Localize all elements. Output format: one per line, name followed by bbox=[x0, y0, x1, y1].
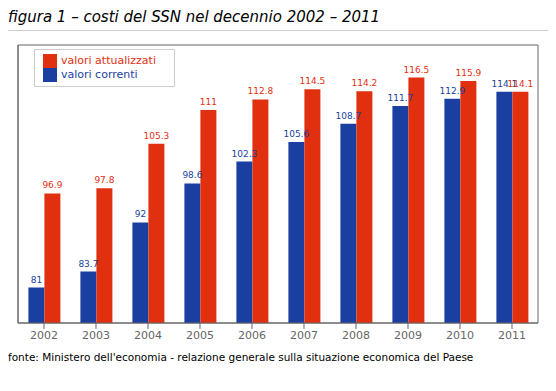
svg-text:2002: 2002 bbox=[30, 329, 58, 342]
html-text:fonte: Ministero dell'economia: fonte: Ministero dell'economia - relazio… bbox=[8, 351, 474, 363]
svg-text:105.6: 105.6 bbox=[284, 129, 310, 139]
svg-text:114.1: 114.1 bbox=[491, 78, 518, 89]
svg-text:108.7: 108.7 bbox=[336, 111, 362, 121]
svg-text:2010: 2010 bbox=[446, 329, 474, 342]
svg-text:114.5: 114.5 bbox=[300, 76, 326, 86]
svg-text:2009: 2009 bbox=[394, 329, 422, 342]
svg-text:92: 92 bbox=[135, 209, 146, 219]
svg-text:114.2: 114.2 bbox=[352, 78, 378, 88]
svg-text:114.1: 114.1 bbox=[508, 79, 534, 89]
html-text:valori attualizzati: valori attualizzati bbox=[61, 54, 156, 67]
svg-text:96.9: 96.9 bbox=[42, 180, 62, 190]
svg-text:2011: 2011 bbox=[498, 329, 526, 342]
svg-text:2006: 2006 bbox=[238, 329, 266, 342]
svg-text:2008: 2008 bbox=[342, 329, 370, 342]
svg-text:98.6: 98.6 bbox=[182, 170, 202, 180]
svg-text:81: 81 bbox=[31, 275, 42, 285]
svg-text:2003: 2003 bbox=[82, 329, 110, 342]
svg-text:111: 111 bbox=[200, 97, 217, 107]
svg-text:112.9: 112.9 bbox=[440, 86, 466, 96]
html-text:valori correnti: valori correnti bbox=[61, 68, 138, 81]
svg-text:116.5: 116.5 bbox=[404, 65, 430, 75]
svg-text:2004: 2004 bbox=[134, 329, 162, 342]
html-text:figura 1 – costi del SSN nel d: figura 1 – costi del SSN nel decennio 20… bbox=[8, 8, 381, 26]
svg-text:102.3: 102.3 bbox=[232, 149, 258, 159]
svg-text:105.3: 105.3 bbox=[144, 131, 170, 141]
svg-text:83.7: 83.7 bbox=[78, 259, 98, 269]
svg-text:97.8: 97.8 bbox=[94, 175, 114, 185]
svg-text:111.7: 111.7 bbox=[388, 93, 414, 103]
svg-text:2005: 2005 bbox=[186, 329, 214, 342]
svg-text:2007: 2007 bbox=[290, 329, 318, 342]
svg-text:112.8: 112.8 bbox=[248, 86, 274, 96]
svg-text:115.9: 115.9 bbox=[456, 68, 482, 78]
